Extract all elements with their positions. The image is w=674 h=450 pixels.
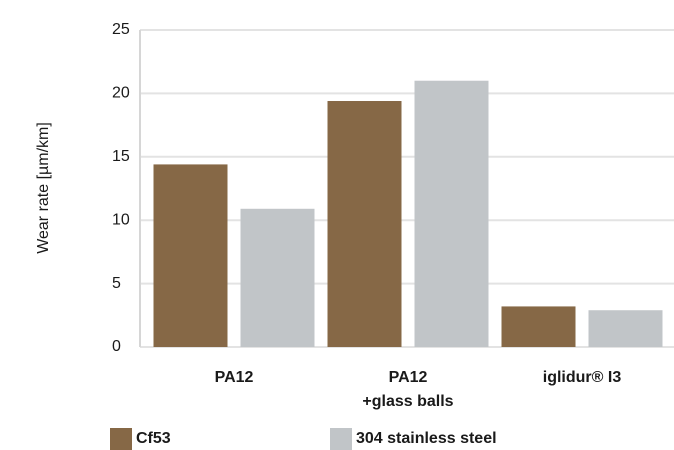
bar	[153, 164, 228, 347]
y-axis-label: Wear rate [µm/km]	[35, 122, 52, 254]
y-tick-label: 20	[112, 85, 130, 102]
x-tick-label: PA12	[215, 369, 254, 386]
y-tick-label: 0	[112, 338, 121, 355]
y-tick-label: 25	[112, 21, 130, 38]
bar	[501, 306, 576, 347]
x-tick-label: iglidur® I3	[543, 369, 622, 386]
legend-swatch	[110, 428, 132, 450]
bar	[588, 310, 663, 347]
legend-label: Cf53	[136, 430, 171, 447]
y-tick-label: 5	[112, 275, 121, 292]
x-tick-label: PA12 +glass balls	[362, 369, 453, 410]
legend-label: 304 stainless steel	[356, 430, 497, 447]
y-tick-label: 15	[112, 148, 130, 165]
bar	[327, 101, 402, 348]
bar	[240, 208, 315, 347]
legend-swatch	[330, 428, 352, 450]
bar	[414, 80, 489, 347]
y-tick-label: 10	[112, 211, 130, 228]
